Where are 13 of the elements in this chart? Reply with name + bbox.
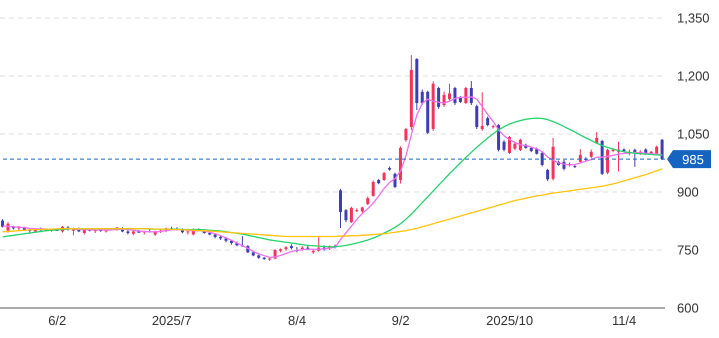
x-tick-label: 9/2	[392, 313, 410, 328]
x-tick-label: 2025/10	[486, 313, 534, 328]
x-tick-label: 8/4	[288, 313, 306, 328]
y-tick-label: 750	[677, 242, 699, 258]
y-tick-label: 900	[677, 184, 699, 200]
x-tick-label: 11/4	[612, 313, 636, 328]
x-tick-label: 6/2	[48, 313, 66, 328]
y-tick-label: 1,200	[677, 68, 710, 84]
ref-line-label: 985	[682, 152, 704, 168]
y-tick-label: 1,350	[677, 10, 710, 26]
y-tick-label: 600	[677, 300, 699, 316]
y-tick-label: 1,050	[677, 126, 710, 142]
x-tick-label: 2025/7	[152, 313, 192, 328]
